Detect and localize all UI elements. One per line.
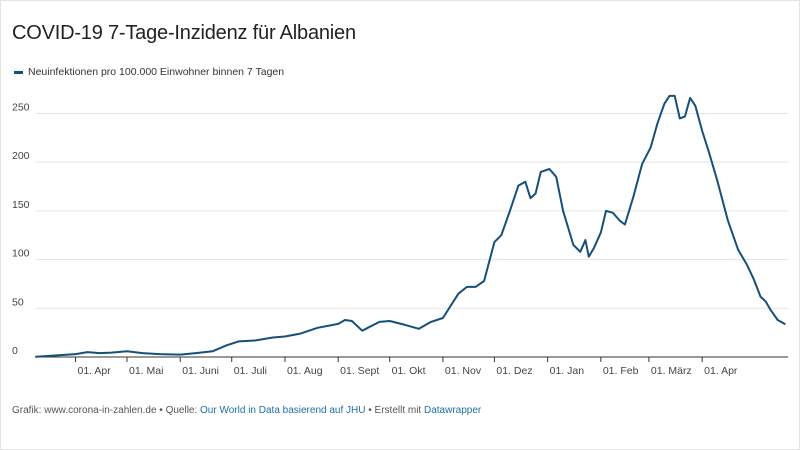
x-tick-label: 01. Feb <box>603 365 639 377</box>
x-tick-label: 01. Nov <box>445 365 482 377</box>
legend-label: Neuinfektionen pro 100.000 Einwohner bin… <box>28 66 285 78</box>
x-tick-label: 01. Sept <box>340 365 379 377</box>
datawrapper-link[interactable]: Datawrapper <box>424 405 482 416</box>
y-tick-label: 200 <box>12 150 30 162</box>
x-tick-label: 01. Aug <box>287 365 323 377</box>
y-tick-label: 0 <box>12 345 18 357</box>
x-tick-label: 01. März <box>651 365 692 377</box>
footer-prefix: Grafik: www.corona-in-zahlen.de • Quelle… <box>12 405 201 416</box>
x-tick-label: 01. Okt <box>392 365 426 377</box>
y-tick-label: 50 <box>12 296 24 308</box>
x-tick-label: 01. Jan <box>550 365 585 377</box>
x-tick-label: 01. Juni <box>182 365 219 377</box>
x-tick-label: 01. Mai <box>129 365 163 377</box>
source-link[interactable]: Our World in Data basierend auf JHU <box>200 405 366 416</box>
legend: Neuinfektionen pro 100.000 Einwohner bin… <box>14 66 284 78</box>
legend-swatch <box>14 70 23 74</box>
series-line <box>35 94 786 358</box>
y-tick-label: 250 <box>12 101 30 113</box>
chart-footer: Grafik: www.corona-in-zahlen.de • Quelle… <box>12 405 481 416</box>
x-tick-label: 01. Juli <box>234 365 267 377</box>
footer-middle: • Erstellt mit <box>365 405 424 416</box>
y-tick-label: 150 <box>12 199 30 211</box>
x-tick-label: 01. Dez <box>496 365 532 377</box>
x-tick-label: 01. Apr <box>77 365 111 377</box>
y-tick-label: 100 <box>12 248 30 260</box>
chart-title: COVID-19 7-Tage-Inzidenz für Albanien <box>12 22 356 44</box>
x-tick-label: 01. Apr <box>704 365 738 377</box>
